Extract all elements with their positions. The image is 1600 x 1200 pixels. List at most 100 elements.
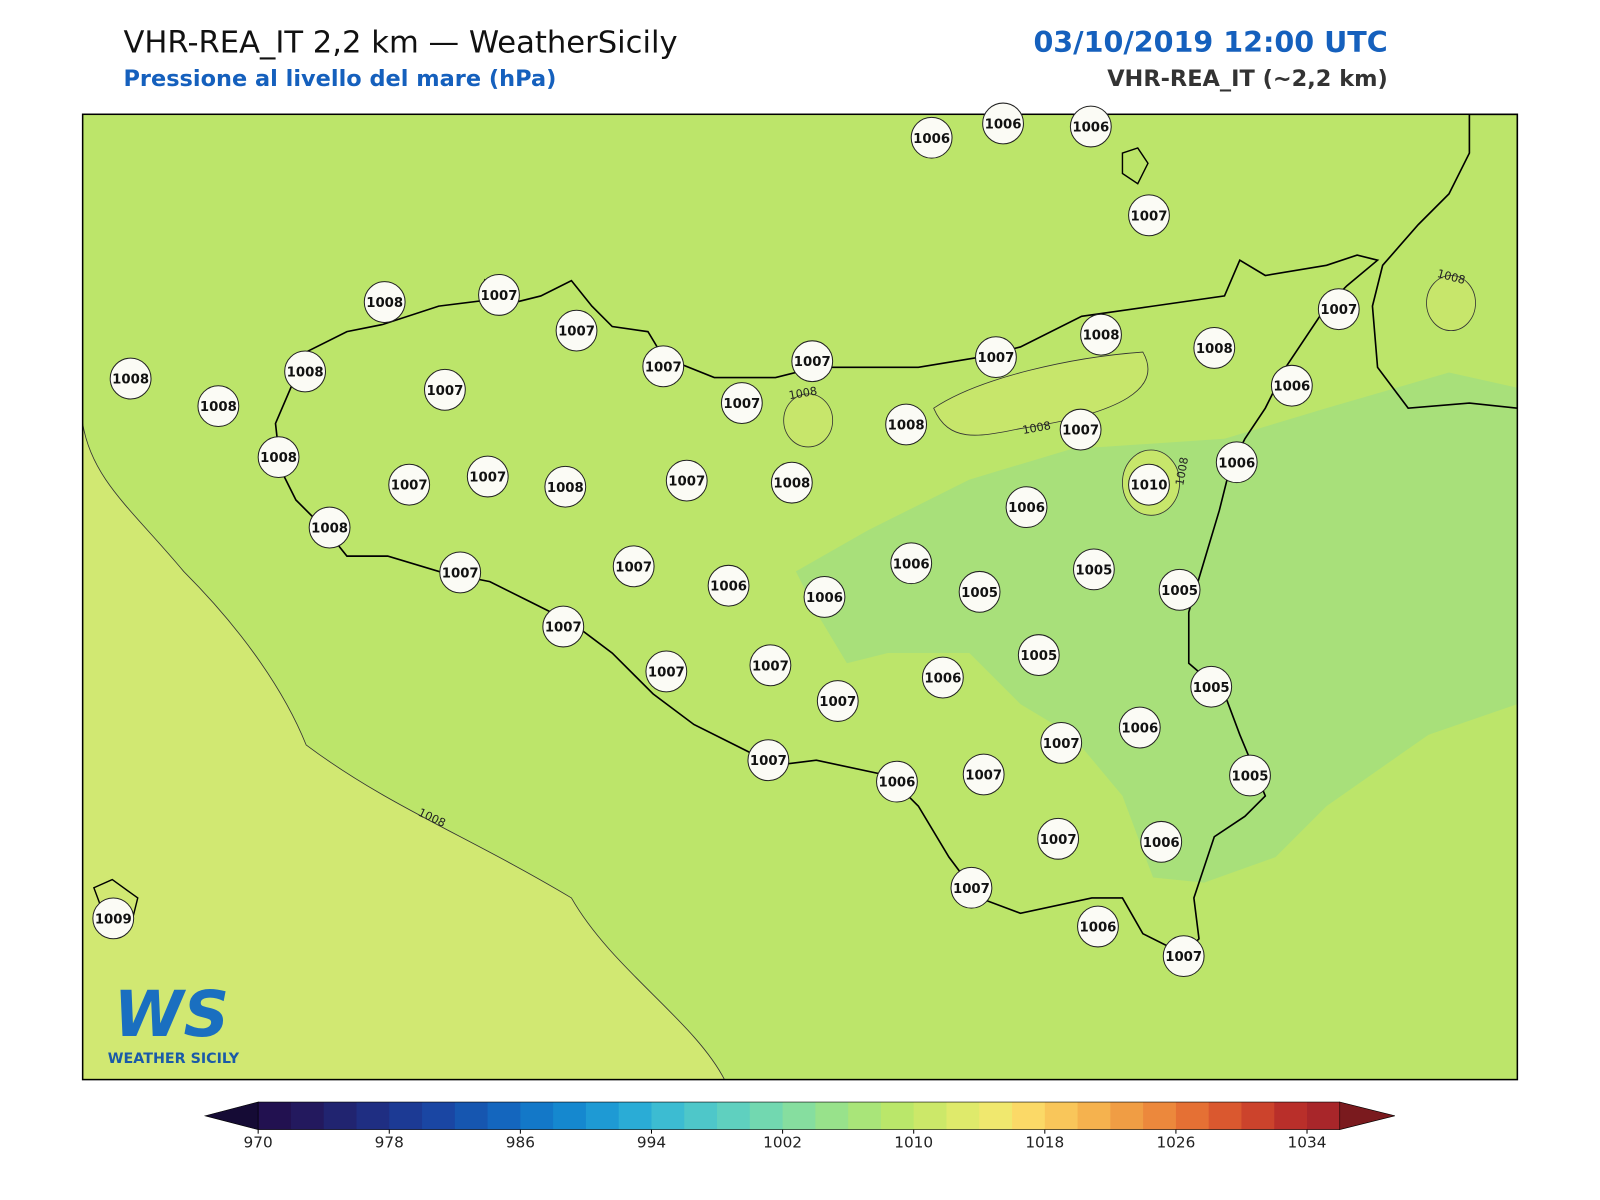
station-value: 1006 [1273,380,1310,395]
station-bubble [791,340,834,383]
station-bubble [1140,820,1183,863]
station-value: 1007 [558,325,595,340]
map-frame [81,113,1519,1081]
station-value: 1007 [752,659,789,674]
station-bubble [197,385,240,428]
field-west [82,423,725,1080]
station-bubble [958,570,1001,613]
station-bubble [109,357,152,400]
station-value: 1007 [965,769,1002,784]
station-value: 1007 [668,475,705,490]
model: VHR-REA_IT (~2,2 km) [1107,66,1388,92]
station-bubble [1005,486,1048,529]
colorbar-cell [913,1102,947,1130]
station-bubble [92,897,135,940]
colorbar-cell [1274,1102,1308,1130]
colorbar-cell [749,1102,784,1130]
station-value: 1007 [750,754,787,769]
colorbar-tick-label: 970 [244,1133,273,1151]
station-bubble [749,644,792,687]
station-value: 1007 [442,566,479,581]
colorbar-tick-label: 1010 [894,1133,933,1151]
station-bubble [665,459,708,502]
station-bubble [1077,905,1119,948]
station-bubble [707,564,750,607]
station-value: 1008 [287,365,324,380]
station-value: 1008 [1083,329,1120,344]
station-bubble [876,760,918,803]
colorbar-cell [585,1102,620,1130]
colorbar-cell [880,1102,915,1130]
station-bubble [1158,568,1201,611]
station-value: 1006 [913,132,950,147]
colorbar-tick-label: 1002 [763,1133,802,1151]
station-bubble [816,680,859,722]
colorbar-cell [815,1102,849,1130]
title: VHR-REA_IT 2,2 km — WeatherSicily [123,25,677,60]
colorbar-cell [323,1102,358,1130]
colorbar-tick-label: 1018 [1025,1133,1064,1151]
colorbar-cell [389,1102,423,1130]
station-value: 1006 [1080,921,1117,936]
colorbar-tick-label: 1034 [1288,1133,1327,1151]
station-bubble [1080,313,1122,356]
station-value: 1007 [977,351,1014,366]
station-bubble [975,336,1017,379]
colorbar-cell [946,1102,980,1130]
station-value: 1008 [112,373,149,388]
colorbar-cell [651,1102,685,1130]
logo-mark: WS [114,977,229,1051]
station-value: 1008 [1196,342,1233,357]
station-bubble [1190,665,1233,708]
station-bubble [542,605,585,648]
station-value: 1006 [924,672,961,687]
colorbar-tick-label: 986 [506,1133,535,1151]
logo-name: WEATHER SICILY [108,1051,240,1067]
colorbar-over [1339,1101,1395,1130]
station-bubble [1069,105,1112,148]
colorbar-cell [487,1102,521,1130]
coastline [274,254,1380,956]
station-value: 1007 [469,471,506,486]
station-bubble [1317,288,1360,331]
station-value: 1007 [648,665,685,680]
station-value: 1006 [985,117,1022,132]
colorbar-cell [1077,1102,1111,1130]
colorbar-cell [1143,1102,1177,1130]
colorbar-cell [782,1102,816,1130]
station-value: 1006 [1121,722,1158,737]
station-value: 1007 [645,360,682,375]
station-bubble [890,542,933,585]
station-bubble [388,463,431,506]
station-bubble [1162,935,1205,978]
colorbar-cell [717,1102,751,1130]
colorbar-tick-label: 1026 [1156,1133,1195,1151]
station-value: 1005 [1232,770,1269,785]
station-value: 1010 [1131,479,1168,494]
contour-label: 1008 [1021,419,1051,437]
station-value: 1007 [1043,737,1080,752]
station-bubble [1072,548,1115,591]
colorbar-cell [1012,1102,1046,1130]
map-area [82,114,1518,1080]
station-value: 1008 [260,451,297,466]
station-bubble [284,350,327,393]
station-value: 1007 [615,560,652,575]
colorbar-cell [553,1102,587,1130]
station-bubble [308,506,351,549]
date: 03/10/2019 12:00 UTC [1033,25,1387,59]
station-bubble [363,281,406,323]
station-bubble [1059,408,1102,451]
station-bubble [439,551,482,594]
colorbar-cell [1175,1102,1210,1130]
station-value: 1008 [200,400,237,415]
station-bubble [885,403,928,446]
station-value: 1008 [366,296,403,311]
station-value: 1006 [1143,836,1180,851]
station-bubble [1040,721,1083,764]
station-bubble [982,102,1024,145]
station-value: 1005 [1020,649,1057,664]
station-bubble [1229,754,1271,797]
